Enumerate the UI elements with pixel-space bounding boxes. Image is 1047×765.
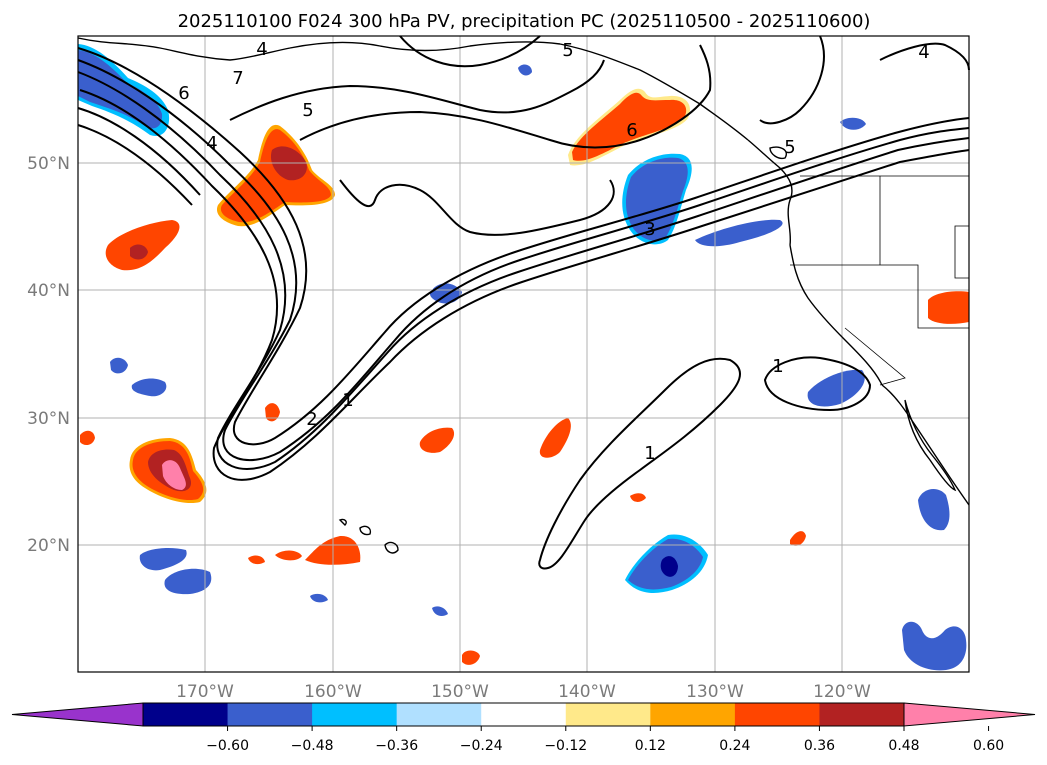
precip-negative-area <box>695 219 783 247</box>
contour-label: 7 <box>232 68 243 89</box>
contour-label: 5 <box>562 40 573 61</box>
colorbar-extend-max <box>903 702 1036 727</box>
contour-label: 5 <box>784 137 795 158</box>
precip-positive-area <box>275 550 302 561</box>
lon-label: 120°W <box>813 682 871 702</box>
contour-label: 6 <box>178 83 189 104</box>
precip-negative-area <box>902 621 967 671</box>
precip-negative-area <box>139 547 187 571</box>
colorbar-tick-label: −0.12 <box>544 738 587 754</box>
precip-positive-area <box>630 493 646 502</box>
precip-negative-area <box>310 593 328 603</box>
lon-label: 170°W <box>176 682 234 702</box>
colorbar-tick-label: −0.24 <box>460 738 503 754</box>
graticule <box>78 36 969 672</box>
contour-label: 5 <box>302 100 313 121</box>
contour-label: 4 <box>206 133 217 154</box>
colorbar-tick-label: 0.36 <box>804 738 835 754</box>
precip-positive-area <box>130 244 148 260</box>
precip-positive-area <box>162 460 186 490</box>
contour-label: 1 <box>644 443 655 464</box>
precip-negative-area <box>625 157 688 241</box>
precip-positive-area <box>928 291 969 324</box>
precip-positive-area <box>419 427 455 453</box>
map-area: 1 1 1 2 3 4 4 4 5 5 5 6 6 7 <box>77 35 970 673</box>
lat-label: 40°N <box>27 281 70 301</box>
contour-label: 3 <box>644 219 655 240</box>
colorbar-segment <box>143 703 229 726</box>
precip-positive-area <box>80 430 95 446</box>
precip-negative-area <box>840 117 866 130</box>
contour-label: 2 <box>306 409 317 430</box>
colorbar-tick-label: 0.60 <box>973 738 1004 754</box>
contour-labels: 1 1 1 2 3 4 4 4 5 5 5 6 6 7 <box>178 39 929 464</box>
precip-negative-area <box>918 488 950 531</box>
colorbar-segment <box>227 703 313 726</box>
state-borders <box>790 175 970 386</box>
lon-label: 130°W <box>686 682 744 702</box>
precip-negative-area <box>660 556 678 577</box>
colorbar-segment <box>565 703 651 726</box>
lon-label: 160°W <box>304 682 362 702</box>
precip-positive-area <box>790 531 806 546</box>
lon-label: 150°W <box>431 682 489 702</box>
longitude-labels: 170°W 160°W 150°W 140°W 130°W 120°W <box>176 682 871 702</box>
precip-negative-area <box>131 378 167 397</box>
colorbar-segment <box>650 703 736 726</box>
contour-label: 1 <box>342 390 353 411</box>
pv-contours <box>77 35 970 570</box>
colorbar-tick-label: −0.48 <box>291 738 334 754</box>
contour-label: 4 <box>256 39 267 60</box>
precip-negative-area <box>432 606 448 616</box>
contour-label: 4 <box>918 42 929 63</box>
figure-title: 2025110100 F024 300 hPa PV, precipitatio… <box>178 11 871 32</box>
lat-label: 30°N <box>27 409 70 429</box>
colorbar: −0.60 −0.48 −0.36 −0.24 −0.12 0.12 0.24 0.36 0.4… <box>11 702 1036 754</box>
lat-label: 50°N <box>27 154 70 174</box>
colorbar-segment <box>312 703 398 726</box>
precip-positive-area <box>572 92 687 161</box>
precip-negative-area <box>110 357 128 374</box>
precip-negative-area <box>518 64 532 76</box>
lon-label: 140°W <box>558 682 616 702</box>
colorbar-segment <box>481 703 567 726</box>
precip-positive-area <box>462 650 480 665</box>
contour-label: 6 <box>626 120 637 141</box>
contour-label: 1 <box>772 356 783 377</box>
precip-positive-area <box>265 403 280 422</box>
precip-positive-area <box>105 220 180 271</box>
colorbar-segment <box>734 703 820 726</box>
colorbar-extend-min <box>11 702 144 727</box>
colorbar-tick-label: −0.60 <box>206 738 249 754</box>
colorbar-tick-label: 0.48 <box>888 738 919 754</box>
colorbar-tick-label: 0.24 <box>719 738 750 754</box>
precip-positive-area <box>539 418 571 458</box>
precip-negative-area <box>164 568 212 595</box>
precip-positive-area <box>220 129 331 223</box>
colorbar-segment <box>819 703 905 726</box>
precip-positive-area <box>248 555 265 565</box>
coastlines <box>77 37 970 554</box>
colorbar-tick-label: −0.36 <box>375 738 418 754</box>
lat-label: 20°N <box>27 536 70 556</box>
colorbar-segment <box>396 703 482 726</box>
colorbar-tick-label: 0.12 <box>635 738 666 754</box>
precip-negative-area <box>807 369 865 407</box>
precipitation-shading <box>78 44 969 671</box>
latitude-labels: 50°N 40°N 30°N 20°N <box>27 154 70 556</box>
